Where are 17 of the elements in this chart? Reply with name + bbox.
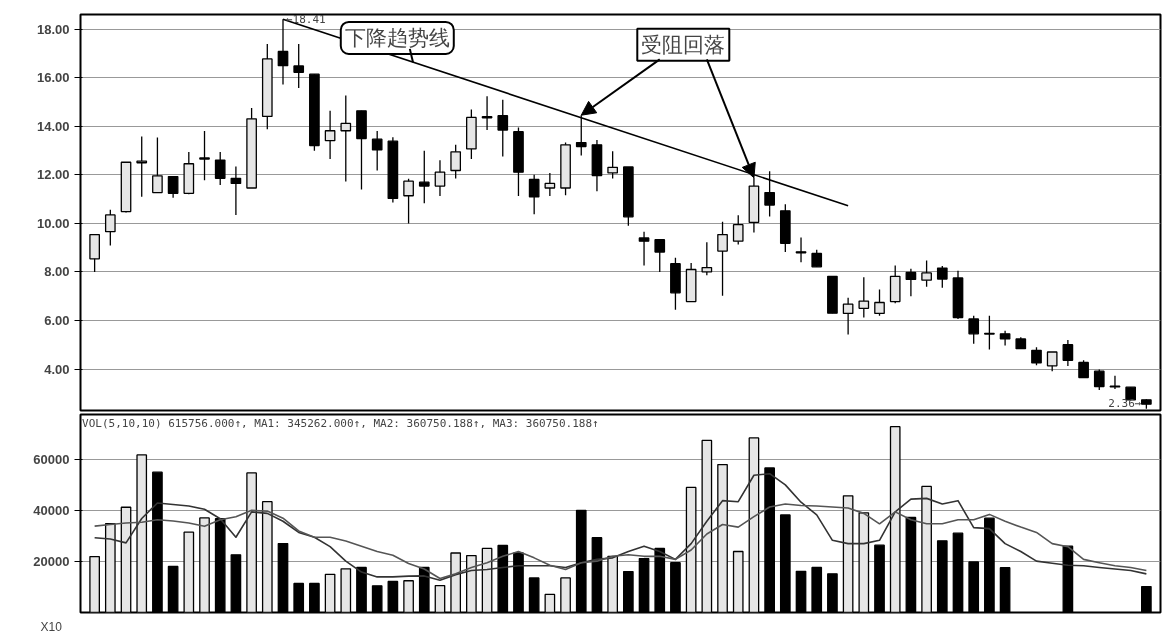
y-tick-label: 10.00	[36, 215, 70, 231]
y-tick-label: 16.00	[36, 70, 70, 86]
annotation: 受阻回落	[641, 32, 726, 57]
y-tick-label: 6.00	[44, 312, 70, 328]
y-tick-label: 60000	[33, 452, 70, 468]
y-tick-label: 14.00	[36, 118, 70, 134]
y-tick-label: 4.00	[44, 361, 70, 377]
annotation: ←18.41	[286, 12, 326, 26]
text: X10	[40, 619, 63, 634]
annotation: 2.36→	[1108, 396, 1142, 410]
y-tick-label: 40000	[33, 503, 70, 519]
y-tick-label: 20000	[33, 554, 70, 570]
y-tick-label: 8.00	[44, 264, 70, 280]
annotation: VOL(5,10,10) 615756.000↑, MA1: 345262.000↑, MA2: 360750.188↑, MA3: 360750.188↑	[82, 416, 599, 430]
annotation: 下降趋势线	[344, 25, 450, 50]
y-tick-label: 18.00	[36, 21, 70, 37]
y-tick-label: 12.00	[36, 167, 70, 183]
